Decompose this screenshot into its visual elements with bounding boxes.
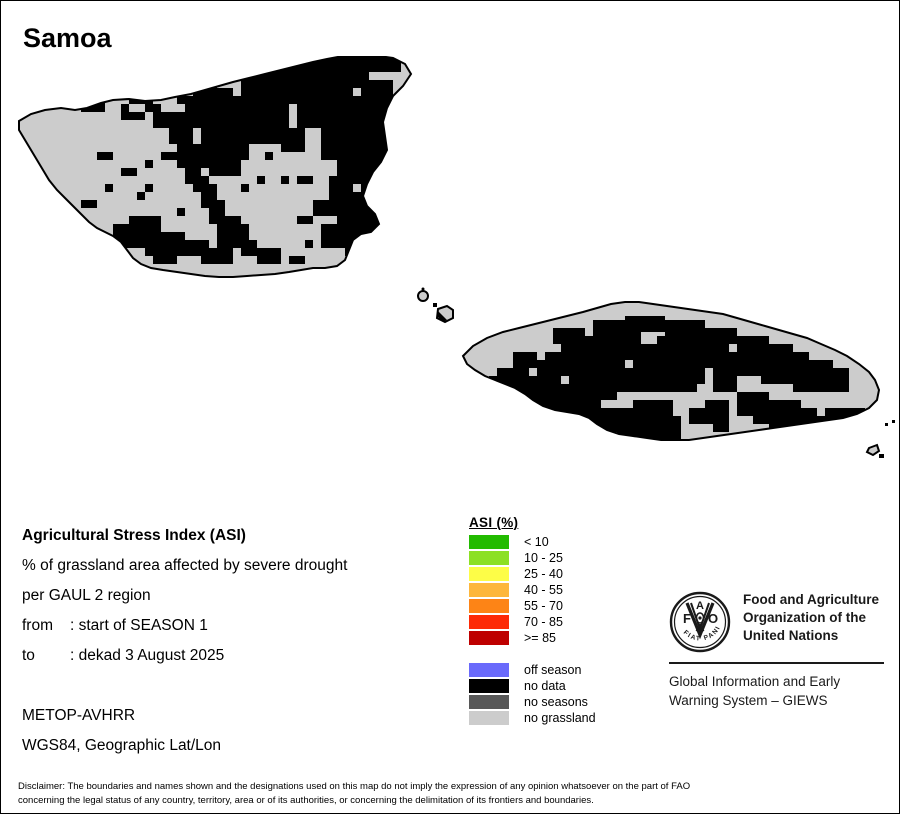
period-from-label: from — [22, 617, 53, 634]
map-legend: ASI (%) < 10 10 - 25 25 - 40 40 - 55 55 … — [469, 515, 659, 726]
island-savaii — [18, 56, 413, 278]
legend-row: 40 - 55 — [469, 582, 659, 598]
disclaimer-line-2: concerning the legal status of any count… — [18, 794, 594, 806]
legend-row: no seasons — [469, 694, 659, 710]
disclaimer: Disclaimer: The boundaries and names sho… — [18, 780, 878, 807]
legend-label-lt10: < 10 — [524, 535, 549, 549]
map-canvas — [1, 56, 899, 496]
legend-row: no grassland — [469, 710, 659, 726]
legend-label-55-70: 55 - 70 — [524, 599, 563, 613]
legend-swatch-70-85 — [469, 615, 509, 629]
period-to-label: to — [22, 647, 35, 664]
islets-east — [865, 420, 895, 458]
sensor-label: METOP-AVHRR — [22, 707, 136, 724]
description-line-2: per GAUL 2 region — [22, 587, 151, 604]
legend-row: off season — [469, 662, 659, 678]
legend-label-40-55: 40 - 55 — [524, 583, 563, 597]
fao-letter-f: F — [683, 611, 691, 626]
legend-swatch-55-70 — [469, 599, 509, 613]
legend-swatch-no-data — [469, 679, 509, 693]
samoa-map-graphic — [18, 56, 895, 458]
legend-label-off-season: off season — [524, 663, 582, 677]
projection-label: WGS84, Geographic Lat/Lon — [22, 737, 222, 754]
description-heading: Agricultural Stress Index (ASI) — [22, 527, 246, 544]
legend-label-25-40: 25 - 40 — [524, 567, 563, 581]
legend-label-70-85: 70 - 85 — [524, 615, 563, 629]
legend-swatch-10-25 — [469, 551, 509, 565]
period-from-row: from : start of SEASON 1 — [22, 611, 452, 641]
fao-header: F A O FIAT PANIS Food and Agriculture Or… — [666, 586, 884, 653]
legend-label-no-seasons: no seasons — [524, 695, 588, 709]
legend-swatch-40-55 — [469, 583, 509, 597]
island-manono — [433, 303, 454, 324]
legend-swatch-no-seasons — [469, 695, 509, 709]
legend-row: 25 - 40 — [469, 566, 659, 582]
giews-system-name: Global Information and Early Warning Sys… — [669, 672, 884, 710]
legend-row: no data — [469, 678, 659, 694]
legend-label-10-25: 10 - 25 — [524, 551, 563, 565]
fao-org-line-3: United Nations — [743, 628, 839, 643]
island-apolima — [417, 287, 429, 302]
page-title: Samoa — [23, 23, 112, 53]
legend-spacer — [469, 646, 659, 662]
fao-branding-block: F A O FIAT PANIS Food and Agriculture Or… — [666, 586, 884, 710]
legend-label-no-data: no data — [524, 679, 566, 693]
period-to-value: : dekad 3 August 2025 — [70, 647, 225, 664]
giews-line-1: Global Information and Early — [669, 674, 841, 689]
legend-title: ASI (%) — [469, 515, 519, 530]
legend-swatch-gte85 — [469, 631, 509, 645]
period-to-row: to : dekad 3 August 2025 — [22, 641, 452, 671]
islets-group — [417, 287, 895, 458]
disclaimer-line-1: Disclaimer: The boundaries and names sho… — [18, 781, 691, 792]
period-from-value: : start of SEASON 1 — [70, 617, 208, 634]
fao-letter-a: A — [696, 600, 704, 612]
fao-logo-icon: F A O FIAT PANIS — [666, 586, 731, 653]
island-upolu — [461, 301, 881, 441]
giews-line-2: Warning System – GIEWS — [669, 693, 828, 708]
legend-row: >= 85 — [469, 630, 659, 646]
description-block: Agricultural Stress Index (ASI) % of gra… — [22, 521, 452, 671]
legend-row: < 10 — [469, 534, 659, 550]
legend-row: 70 - 85 — [469, 614, 659, 630]
fao-org-line-1: Food and Agriculture — [743, 592, 879, 607]
legend-swatch-off-season — [469, 663, 509, 677]
fao-organization-name: Food and Agriculture Organization of the… — [743, 591, 879, 645]
legend-row: 10 - 25 — [469, 550, 659, 566]
legend-row: 55 - 70 — [469, 598, 659, 614]
legend-label-gte85: >= 85 — [524, 631, 556, 645]
legend-swatch-25-40 — [469, 567, 509, 581]
fao-divider — [669, 662, 884, 664]
legend-swatch-lt10 — [469, 535, 509, 549]
source-block: METOP-AVHRR WGS84, Geographic Lat/Lon — [22, 701, 452, 761]
fao-letter-o: O — [708, 611, 718, 626]
legend-label-no-grassland: no grassland — [524, 711, 596, 725]
legend-swatch-no-grassland — [469, 711, 509, 725]
description-line-1: % of grassland area affected by severe d… — [22, 557, 348, 574]
fao-org-line-2: Organization of the — [743, 610, 866, 625]
